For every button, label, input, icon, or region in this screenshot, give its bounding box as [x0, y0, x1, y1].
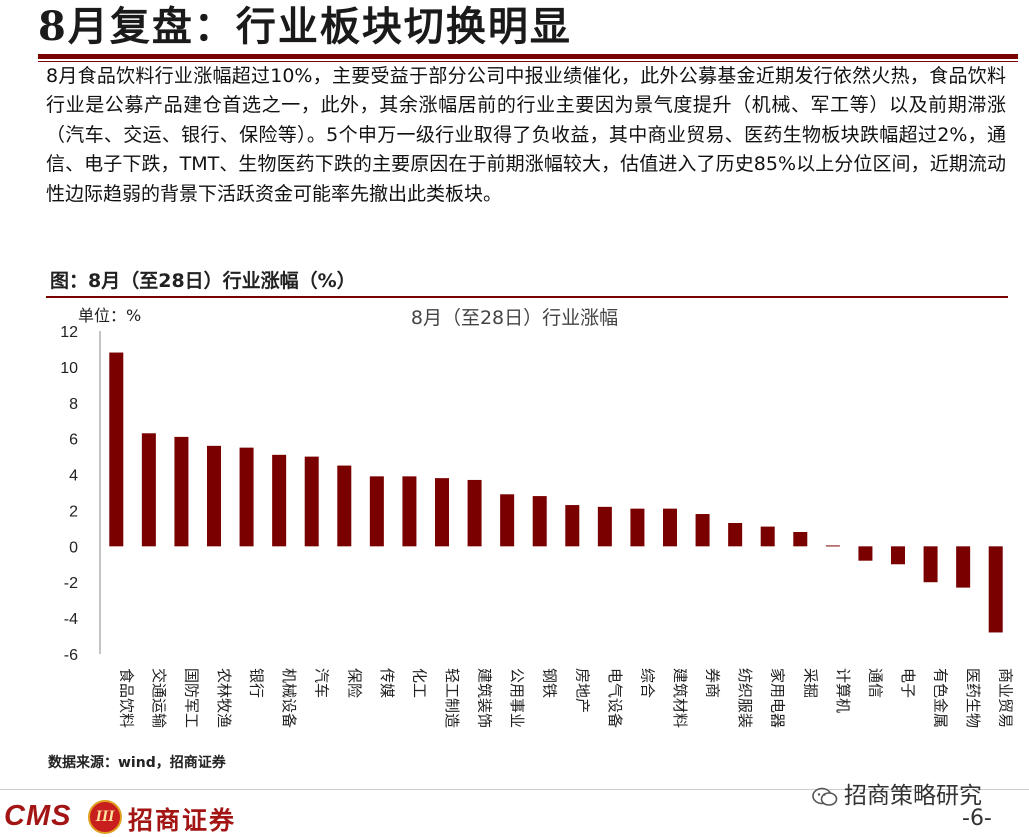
bar-化工: [402, 476, 417, 547]
x-tick-label: 国防军工: [182, 668, 200, 728]
x-tick-label: 券商: [704, 668, 722, 698]
y-tick-label: 2: [69, 503, 78, 520]
bar-电气设备: [597, 506, 612, 547]
bar-保险: [337, 465, 352, 547]
x-tick-label: 纺织服装: [736, 668, 754, 728]
bar-房地产: [565, 505, 580, 547]
y-tick-label: -2: [64, 575, 78, 592]
figure-title: 图：8月（至28日）行业涨幅（%）: [50, 270, 356, 292]
x-tick-label: 轻工制造: [443, 668, 461, 728]
x-tick-label: 采掘: [801, 668, 819, 698]
bar-chart: 12 10 8 6 4 2 0 -2 -4 -6 食品饮料 交通运输 国防军工 农林牧渔 银行 机械设备 汽车保…: [60, 324, 1015, 728]
bar-家用电器: [760, 526, 775, 547]
bar-综合: [630, 508, 645, 547]
figure-divider: [46, 296, 1008, 298]
logo-cms-text: CMS: [4, 800, 72, 832]
logo-emblem-icon: III: [88, 800, 122, 834]
bar-交通运输: [141, 433, 156, 547]
wechat-watermark: 招商策略研究: [812, 776, 982, 810]
x-tick-label: 银行: [248, 668, 266, 698]
bar-机械设备: [272, 454, 287, 547]
x-tick-label: 交通运输: [150, 668, 168, 728]
y-tick-label: 10: [60, 360, 78, 377]
x-tick-label: 电气设备: [606, 668, 624, 728]
bar-通信: [858, 546, 873, 561]
x-tick-label: 综合: [638, 668, 656, 698]
x-tick-label: 保险: [345, 668, 363, 698]
x-tick-label: 传媒: [378, 668, 396, 698]
y-tick-label: 6: [69, 432, 78, 449]
page-number: -6-: [962, 806, 992, 831]
bar-有色金属: [923, 546, 938, 583]
bar-农林牧渔: [207, 445, 221, 547]
x-tick-label: 农林牧渔: [215, 668, 233, 728]
bar-公用事业: [500, 494, 515, 547]
bar-传媒: [369, 476, 384, 547]
bar-采掘: [793, 531, 808, 547]
x-tick-label: 家用电器: [769, 668, 787, 728]
x-tick-label: 电子: [899, 668, 917, 698]
x-tick-label: 计算机: [834, 668, 852, 713]
bar-食品饮料: [109, 352, 124, 547]
logo-company-name: 招商证券: [128, 806, 237, 835]
title-underline-thin: [38, 61, 1018, 62]
chart-title: 8月（至28日）行业涨幅: [410, 307, 619, 329]
bar-钢铁: [532, 496, 547, 547]
bar-国防军工: [174, 436, 189, 547]
bar-纺织服装: [728, 523, 743, 547]
y-tick-label: -4: [64, 611, 78, 628]
bar-商业贸易: [988, 546, 1003, 633]
footer-divider: [0, 789, 1029, 790]
bar-电子: [891, 546, 905, 565]
bar-医药生物: [956, 546, 971, 588]
y-tick-label: 0: [69, 539, 78, 556]
y-tick-label: 4: [69, 468, 78, 485]
unit-label: 单位：%: [78, 306, 142, 325]
bar-建筑装饰: [467, 479, 482, 547]
bar-汽车: [304, 456, 319, 547]
summary-paragraph: 8月食品饮料行业涨幅超过10%，主要受益于部分公司中报业绩催化，此外公募基金近期…: [46, 65, 1006, 205]
x-tick-label: 通信: [866, 668, 884, 698]
x-tick-label: 化工: [410, 668, 428, 698]
bar-建筑材料: [663, 508, 677, 547]
page-title: 8月复盘：行业板块切换明显: [38, 3, 572, 50]
x-tick-label: 房地产: [573, 668, 591, 713]
y-tick-label: 8: [69, 396, 78, 413]
x-tick-label: 建筑材料: [671, 668, 689, 728]
x-tick-label: 机械设备: [280, 668, 298, 728]
bar-轻工制造: [435, 478, 449, 547]
x-tick-label: 食品饮料: [117, 668, 135, 728]
x-tick-label: 汽车: [313, 668, 331, 698]
wechat-icon: [812, 787, 838, 806]
bar-计算机: [825, 545, 840, 547]
x-tick-label: 公用事业: [508, 668, 526, 728]
x-tick-label: 有色金属: [932, 668, 950, 728]
x-tick-label: 医药生物: [964, 668, 982, 728]
title-underline: [38, 54, 1018, 59]
bar-券商: [695, 514, 710, 547]
x-tick-label: 商业贸易: [997, 668, 1015, 728]
watermark-text: 招商策略研究: [844, 783, 982, 809]
y-tick-label: 12: [60, 324, 78, 341]
y-tick-label: -6: [64, 647, 78, 664]
bar-银行: [239, 447, 254, 547]
x-tick-label: 钢铁: [541, 668, 559, 698]
x-tick-label: 建筑装饰: [476, 668, 494, 728]
data-source: 数据来源：wind，招商证券: [48, 755, 226, 771]
